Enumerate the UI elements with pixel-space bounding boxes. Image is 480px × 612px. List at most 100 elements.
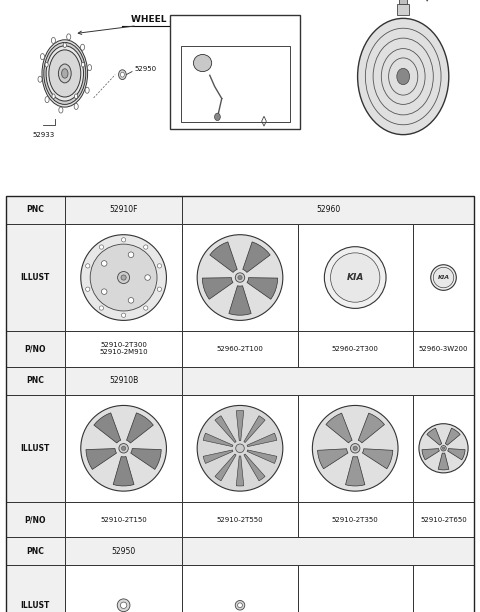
Ellipse shape (350, 444, 360, 453)
Ellipse shape (157, 287, 162, 291)
Text: 52933: 52933 (32, 132, 54, 138)
Ellipse shape (90, 244, 157, 311)
Ellipse shape (128, 252, 134, 258)
Text: WHEEL ASSY: WHEEL ASSY (131, 15, 195, 24)
Bar (6, 537, 65, 565)
Ellipse shape (85, 264, 90, 268)
Ellipse shape (324, 247, 386, 308)
Text: KIA: KIA (347, 273, 364, 282)
Bar (6, 367, 65, 395)
Ellipse shape (59, 107, 63, 113)
Bar (6, 224, 65, 331)
Bar (182, 395, 298, 502)
Ellipse shape (118, 272, 130, 283)
Bar (182, 224, 298, 331)
Text: PNC: PNC (26, 547, 44, 556)
Ellipse shape (67, 34, 71, 40)
Polygon shape (448, 449, 465, 460)
Polygon shape (445, 428, 460, 445)
Bar (397, 4, 409, 15)
Ellipse shape (46, 46, 84, 101)
Text: P/NO: P/NO (24, 345, 46, 353)
Text: 52960: 52960 (316, 206, 340, 214)
Ellipse shape (52, 94, 55, 99)
Polygon shape (326, 413, 352, 443)
Ellipse shape (74, 103, 78, 110)
Polygon shape (94, 413, 120, 443)
Ellipse shape (82, 62, 84, 67)
Text: 52960-2T300: 52960-2T300 (332, 346, 379, 352)
Ellipse shape (353, 446, 357, 450)
Ellipse shape (44, 42, 86, 105)
Polygon shape (236, 456, 244, 486)
Bar (298, 331, 413, 367)
Circle shape (215, 113, 220, 121)
Ellipse shape (157, 264, 162, 268)
Text: 52910-2T650: 52910-2T650 (420, 517, 467, 523)
Ellipse shape (49, 50, 81, 97)
Text: 52910-2T300
52910-2M910: 52910-2T300 52910-2M910 (99, 342, 148, 356)
Bar (182, 196, 474, 224)
Ellipse shape (85, 88, 89, 93)
Text: 52910B: 52910B (109, 376, 138, 385)
Text: PNC: PNC (26, 206, 44, 214)
Text: 52960-3W200: 52960-3W200 (419, 346, 468, 352)
Ellipse shape (87, 65, 92, 70)
Ellipse shape (99, 245, 104, 249)
Ellipse shape (117, 599, 130, 611)
Ellipse shape (121, 446, 126, 450)
Ellipse shape (45, 97, 49, 103)
Ellipse shape (59, 64, 71, 83)
Bar (298, 565, 413, 612)
Polygon shape (358, 413, 384, 443)
Bar (413, 224, 474, 331)
Bar (65, 502, 182, 537)
Polygon shape (427, 428, 442, 445)
Ellipse shape (442, 447, 445, 450)
Ellipse shape (121, 237, 126, 242)
Text: 52933D: 52933D (180, 59, 204, 64)
Text: P/NO: P/NO (24, 515, 46, 524)
Bar (65, 565, 182, 612)
Text: 24537: 24537 (224, 91, 244, 96)
Ellipse shape (51, 37, 56, 43)
Bar (65, 537, 182, 565)
Polygon shape (247, 433, 277, 447)
Text: 52910-2T550: 52910-2T550 (216, 517, 264, 523)
Ellipse shape (144, 306, 148, 310)
Text: 52910-2T150: 52910-2T150 (100, 517, 147, 523)
Text: 52910-2T350: 52910-2T350 (332, 517, 379, 523)
Polygon shape (438, 453, 449, 470)
Ellipse shape (121, 313, 126, 318)
Bar (413, 331, 474, 367)
Bar (182, 502, 298, 537)
Circle shape (397, 69, 409, 84)
Ellipse shape (312, 405, 398, 491)
Ellipse shape (197, 405, 283, 491)
Ellipse shape (235, 600, 245, 610)
Text: 52910F: 52910F (109, 206, 138, 214)
Bar (170, 15, 300, 129)
Text: 52960-2T100: 52960-2T100 (216, 346, 264, 352)
Text: KIA: KIA (437, 275, 450, 280)
Ellipse shape (81, 405, 167, 491)
Ellipse shape (433, 267, 454, 288)
Bar (413, 502, 474, 537)
Ellipse shape (74, 94, 78, 99)
Bar (6, 565, 65, 612)
Polygon shape (346, 457, 365, 486)
Bar (182, 537, 474, 565)
Bar (6, 196, 474, 612)
Polygon shape (247, 278, 278, 299)
Bar (65, 331, 182, 367)
Bar (298, 395, 413, 502)
Ellipse shape (61, 69, 68, 78)
Ellipse shape (81, 44, 84, 50)
Bar (298, 224, 413, 331)
Text: (TPMS): (TPMS) (174, 20, 201, 29)
Ellipse shape (238, 603, 242, 608)
Circle shape (120, 72, 124, 77)
Bar (399, 0, 407, 4)
Ellipse shape (144, 245, 148, 249)
Ellipse shape (238, 275, 242, 280)
